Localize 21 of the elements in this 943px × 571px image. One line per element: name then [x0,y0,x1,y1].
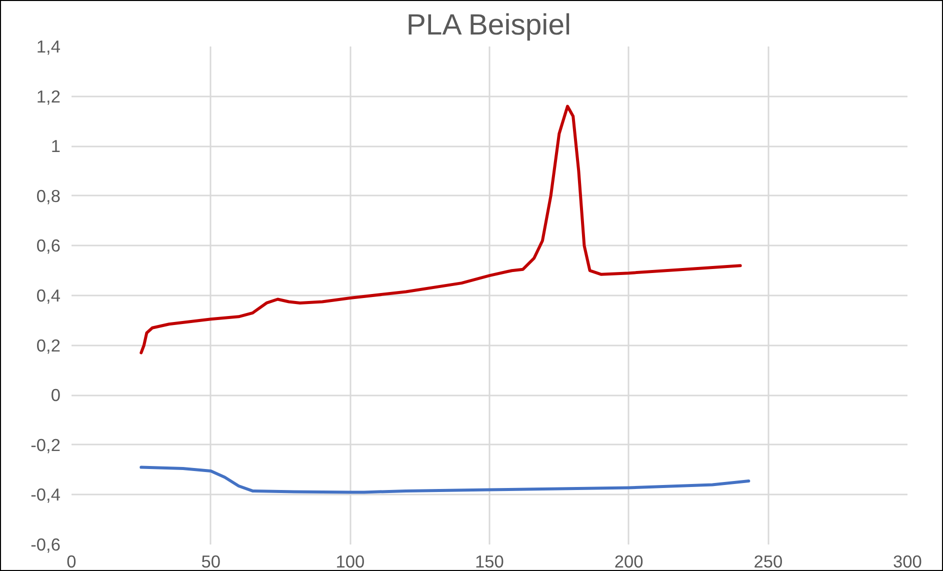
y-tick-label: 1,2 [36,86,61,106]
y-tick-label: 1,4 [36,36,61,56]
y-tick-label: 0,6 [36,236,61,256]
x-tick-label: 50 [201,552,220,571]
y-tick-label: 0,2 [36,335,61,356]
line-series [140,466,750,494]
line-series [140,104,742,354]
x-tick-label: 200 [614,552,644,571]
y-tick-label: 1 [50,136,61,156]
chart-title: PLA Beispiel [406,8,572,42]
y-tick-label: -0,6 [30,534,60,554]
y-tick-label: -0,4 [30,484,61,505]
y-tick-label: 0 [50,385,61,406]
x-tick-label: 150 [475,552,504,571]
x-tick-label: 100 [336,552,365,571]
y-tick-label: 0,8 [36,186,61,206]
x-tick-label: 300 [893,552,922,571]
x-tick-label: 250 [754,552,783,571]
y-tick-label: -0,2 [30,434,60,455]
x-tick-label: 0 [66,552,76,571]
y-tick-label: 0,4 [36,286,61,306]
